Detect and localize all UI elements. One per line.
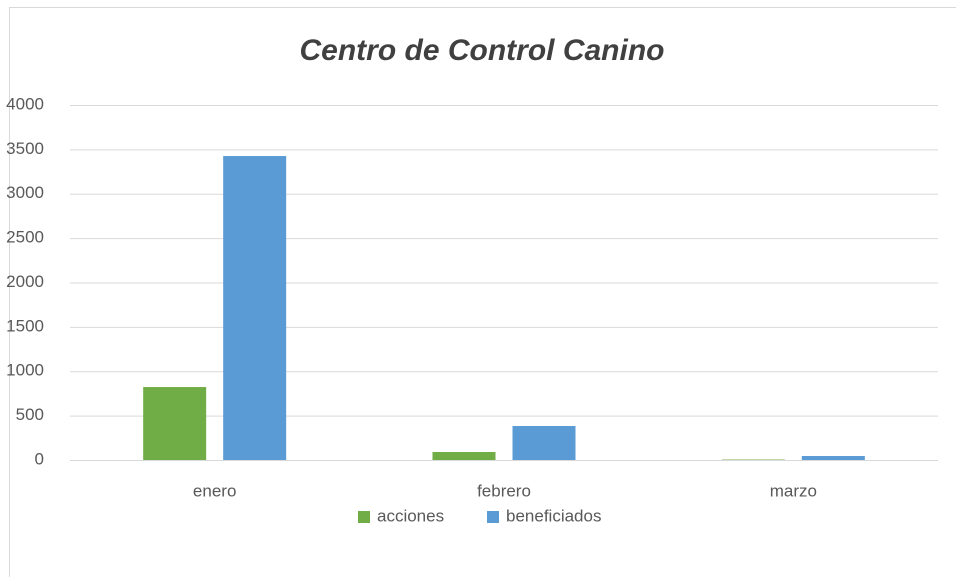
y-tick-label: 500 xyxy=(16,405,44,424)
legend-swatch xyxy=(487,511,499,523)
bar xyxy=(223,156,287,460)
x-tick-label: febrero xyxy=(477,481,531,500)
bar xyxy=(512,426,576,460)
y-tick-label: 2500 xyxy=(6,228,44,247)
y-tick-label: 1000 xyxy=(6,361,44,380)
legend-swatch xyxy=(358,511,370,523)
x-tick-label: marzo xyxy=(770,481,817,500)
y-tick-label: 3500 xyxy=(6,139,44,158)
bar xyxy=(143,387,207,460)
legend-label: beneficiados xyxy=(506,506,601,525)
bar xyxy=(801,456,865,460)
y-tick-label: 2000 xyxy=(6,272,44,291)
x-tick-label: enero xyxy=(193,481,236,500)
chart-title: Centro de Control Canino xyxy=(300,34,665,67)
y-tick-label: 3000 xyxy=(6,183,44,202)
y-tick-label: 0 xyxy=(35,449,44,468)
y-tick-label: 1500 xyxy=(6,316,44,335)
y-tick-label: 4000 xyxy=(6,94,44,113)
bar xyxy=(432,452,496,460)
chart-border xyxy=(9,7,956,577)
legend-label: acciones xyxy=(377,506,444,525)
